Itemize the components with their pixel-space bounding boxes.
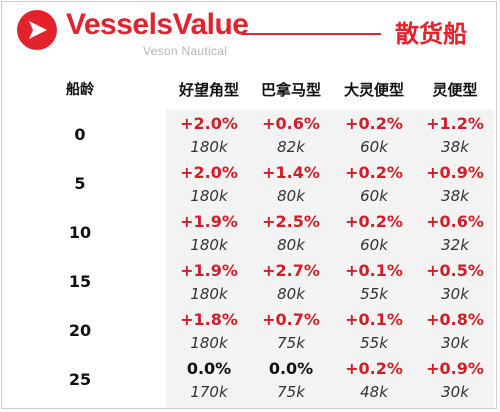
vessel-value: 30k [441, 334, 469, 352]
vessel-value: 32k [441, 236, 469, 254]
change-percent: +2.5% [262, 212, 320, 231]
vessel-value: 80k [277, 285, 305, 303]
column-header: 巴拿马型 [260, 81, 321, 99]
brand-name: VesselsValue [66, 8, 249, 41]
change-percent: +0.9% [426, 163, 484, 182]
age-label: 20 [68, 321, 92, 340]
age-label: 0 [74, 125, 86, 144]
change-percent: +2.0% [180, 163, 238, 182]
age-label: 10 [68, 223, 92, 242]
column-header: 好望角型 [178, 81, 239, 99]
vessel-value: 82k [277, 138, 305, 156]
change-percent: +0.5% [426, 261, 484, 280]
vessel-value: 60k [360, 187, 388, 205]
vessel-value: 80k [277, 236, 305, 254]
vessel-value: 55k [360, 334, 388, 352]
vessel-value: 55k [360, 285, 388, 303]
vessel-value: 180k [190, 236, 228, 254]
change-percent: +1.4% [262, 163, 320, 182]
change-percent: 0.0% [186, 359, 232, 378]
change-percent: +1.2% [426, 114, 484, 133]
change-percent: +0.8% [426, 310, 484, 329]
vessel-value: 180k [190, 334, 228, 352]
vessel-value: 48k [360, 383, 388, 401]
vessel-value: 180k [190, 138, 228, 156]
vessel-value: 80k [277, 187, 305, 205]
vessel-value: 60k [360, 138, 388, 156]
vessel-value: 180k [190, 285, 228, 303]
age-column-header: 船龄 [66, 82, 94, 98]
brand-subtitle: Veson Nautical [143, 44, 228, 58]
vessel-value: 75k [277, 383, 305, 401]
change-percent: +0.1% [345, 310, 403, 329]
vessel-value: 60k [360, 236, 388, 254]
column-header: 大灵便型 [343, 81, 404, 99]
change-percent: +0.1% [345, 261, 403, 280]
change-percent: +1.9% [180, 261, 238, 280]
change-percent: +0.2% [345, 114, 403, 133]
page-title: 散货船 [395, 20, 467, 48]
change-percent: +0.2% [345, 163, 403, 182]
change-percent: +0.2% [345, 212, 403, 231]
column-header: 灵便型 [432, 81, 478, 99]
header-divider [241, 33, 381, 35]
vessel-value: 38k [441, 138, 469, 156]
table-body-background [166, 109, 494, 408]
change-percent: +1.9% [180, 212, 238, 231]
vessel-value: 75k [277, 334, 305, 352]
vessel-value: 30k [441, 383, 469, 401]
change-percent: +0.2% [345, 359, 403, 378]
vessel-value: 30k [441, 285, 469, 303]
change-percent: +2.0% [180, 114, 238, 133]
age-label: 5 [74, 174, 86, 193]
change-percent: +0.9% [426, 359, 484, 378]
change-percent: +2.7% [262, 261, 320, 280]
vessel-value: 38k [441, 187, 469, 205]
change-percent: 0.0% [268, 359, 314, 378]
change-percent: +0.7% [262, 310, 320, 329]
vessel-value: 180k [190, 187, 228, 205]
change-percent: +1.8% [180, 310, 238, 329]
age-label: 25 [68, 370, 92, 389]
age-label: 15 [68, 272, 92, 291]
change-percent: +0.6% [262, 114, 320, 133]
vessel-value: 170k [190, 383, 228, 401]
change-percent: +0.6% [426, 212, 484, 231]
vesselsvalue-logo-icon [17, 10, 57, 50]
